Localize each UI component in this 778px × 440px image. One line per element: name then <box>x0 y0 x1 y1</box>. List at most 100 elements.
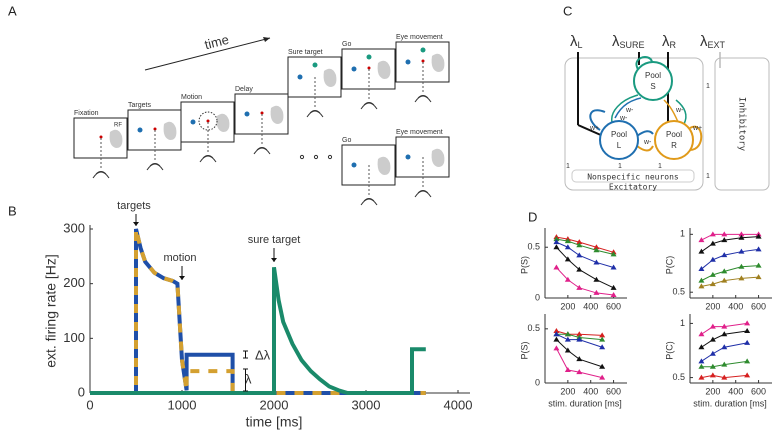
x-axis-label: time [ms] <box>246 414 303 430</box>
stage-label: Delay <box>235 86 253 93</box>
connection <box>675 99 687 125</box>
data-point <box>738 248 745 254</box>
data-point <box>576 239 583 245</box>
data-point <box>610 264 617 270</box>
y-tick-label: 0 <box>535 377 540 387</box>
data-point <box>709 363 716 369</box>
monkey-icon <box>414 95 432 103</box>
data-point <box>576 266 583 272</box>
data-point <box>576 369 583 375</box>
data-point <box>721 252 728 258</box>
target <box>405 154 411 160</box>
data-point <box>553 328 560 333</box>
data-point <box>709 240 716 246</box>
annotation: sure target <box>248 234 301 246</box>
connection <box>614 97 642 119</box>
unit-label: 1 <box>618 163 622 170</box>
data-point <box>610 284 617 290</box>
data-point <box>576 284 583 290</box>
series-line <box>701 236 759 253</box>
data-point <box>698 266 705 272</box>
arrow-head <box>133 222 139 226</box>
pool-label: Pool <box>645 71 661 80</box>
data-point <box>698 237 705 243</box>
monkey-icon <box>414 190 432 198</box>
fixation <box>260 111 264 115</box>
data-point <box>709 281 716 287</box>
target <box>297 74 303 80</box>
panel-label: B <box>8 203 17 218</box>
nonspecific-label: Nonspecific neurons <box>587 173 679 182</box>
weight-label: w- <box>619 115 628 122</box>
arrow-head <box>179 276 185 280</box>
y-tick-label: 100 <box>63 330 85 345</box>
panel-label: A <box>8 3 17 18</box>
stage-label: Sure target <box>288 49 323 56</box>
x-tick-label: 200 <box>705 301 720 311</box>
data-point <box>744 358 751 364</box>
data-point <box>709 350 716 356</box>
data-point <box>698 283 705 289</box>
data-point <box>599 336 606 342</box>
data-point <box>738 275 745 281</box>
receptive-field <box>109 129 123 148</box>
connection <box>611 94 639 123</box>
target <box>244 111 250 117</box>
arrow-head <box>263 37 270 42</box>
data-point <box>738 263 745 269</box>
connection <box>589 109 606 131</box>
x-tick-label: 200 <box>705 386 720 396</box>
weight-label: w- <box>625 107 634 114</box>
time-arrow <box>144 37 271 71</box>
weight-label: w+ <box>589 125 599 132</box>
connection <box>636 145 654 152</box>
receptive-field <box>377 60 391 79</box>
series-line <box>701 276 759 287</box>
pool-l <box>599 120 639 160</box>
unit-label: 1 <box>658 163 662 170</box>
unit-label: 1 <box>706 173 710 180</box>
weight-label: w- <box>643 139 652 146</box>
arrow-head <box>271 258 277 262</box>
pool-label: L <box>617 141 622 150</box>
data-point <box>553 264 560 270</box>
receptive-field <box>431 53 445 72</box>
data-point <box>564 331 571 337</box>
receptive-field <box>431 148 445 167</box>
data-point <box>721 237 728 243</box>
y-tick-label: 0.5 <box>672 372 685 382</box>
series-line <box>90 266 426 395</box>
data-point <box>564 276 571 282</box>
ellipsis-dot <box>313 154 319 160</box>
target <box>351 162 357 168</box>
fixation <box>206 119 210 123</box>
stage-label: Go <box>342 137 351 144</box>
data-point <box>738 231 745 237</box>
x-tick-label: 400 <box>583 386 598 396</box>
data-point <box>744 339 751 345</box>
data-point <box>553 239 560 245</box>
x-axis-label: stim. duration [ms] <box>693 398 767 408</box>
x-tick-label: 2000 <box>260 397 289 412</box>
data-point <box>593 276 600 282</box>
x-tick-label: 400 <box>728 301 743 311</box>
data-point <box>709 372 716 378</box>
y-tick-label: 0 <box>78 384 85 399</box>
x-tick-label: 1000 <box>168 397 197 412</box>
y-tick-label: 1 <box>680 229 685 239</box>
target <box>405 59 411 65</box>
series-line <box>556 333 603 341</box>
connection <box>663 99 679 123</box>
data-point <box>610 291 617 297</box>
data-point <box>744 328 751 333</box>
data-point <box>709 256 716 262</box>
x-tick-label: 3000 <box>352 397 381 412</box>
data-point <box>576 242 583 248</box>
fixation <box>153 127 157 131</box>
data-point <box>553 236 560 242</box>
annotation: Δλ <box>255 347 271 362</box>
stage-label: Targets <box>128 102 151 109</box>
monkey-icon <box>146 163 164 171</box>
connection <box>636 130 654 137</box>
